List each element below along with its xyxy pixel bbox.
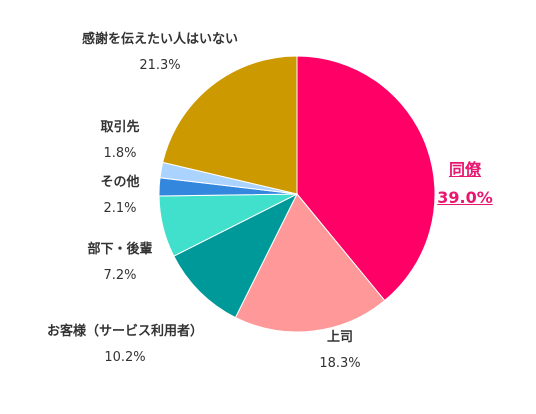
slice-value: 1.8%	[103, 146, 137, 161]
slice-label-colleague: 同僚 39.0%	[430, 162, 500, 206]
slice-label-boss: 上司 18.3%	[305, 331, 375, 370]
slice-name: その他	[100, 175, 140, 190]
slice-name: お客様（サービス利用者）	[46, 324, 203, 339]
slice-label-subordinate: 部下・後輩 7.2%	[70, 243, 170, 282]
slice-name: 同僚	[448, 160, 481, 179]
pie-slice-boss	[234, 193, 386, 333]
pie-slice-colleague	[296, 55, 436, 302]
pie-slice-nobody	[162, 55, 298, 195]
slice-name: 取引先	[100, 120, 140, 135]
slice-label-other: その他 2.1%	[85, 176, 155, 215]
slice-name: 上司	[326, 330, 353, 345]
slice-value: 7.2%	[103, 268, 137, 283]
slice-name: 部下・後輩	[87, 242, 153, 257]
slice-value: 21.3%	[139, 58, 181, 73]
slice-value: 2.1%	[103, 201, 137, 216]
slice-value: 39.0%	[437, 188, 493, 207]
slice-value: 10.2%	[104, 350, 146, 365]
slice-label-business-partner: 取引先 1.8%	[85, 121, 155, 160]
slice-name: 感謝を伝えたい人はいない	[81, 32, 238, 47]
slice-label-customer: お客様（サービス利用者） 10.2%	[35, 325, 215, 364]
slice-value: 18.3%	[319, 356, 361, 371]
slice-label-nobody: 感謝を伝えたい人はいない 21.3%	[60, 33, 260, 72]
pie-slice-customer	[173, 192, 299, 319]
